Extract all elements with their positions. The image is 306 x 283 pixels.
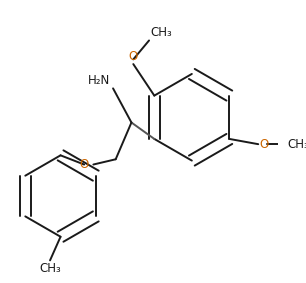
Text: O: O — [129, 50, 138, 63]
Text: H₂N: H₂N — [88, 74, 110, 87]
Text: O: O — [80, 158, 89, 171]
Text: O: O — [259, 138, 269, 151]
Text: CH₃: CH₃ — [150, 26, 172, 39]
Text: CH₃: CH₃ — [287, 138, 306, 151]
Text: CH₃: CH₃ — [39, 262, 61, 275]
